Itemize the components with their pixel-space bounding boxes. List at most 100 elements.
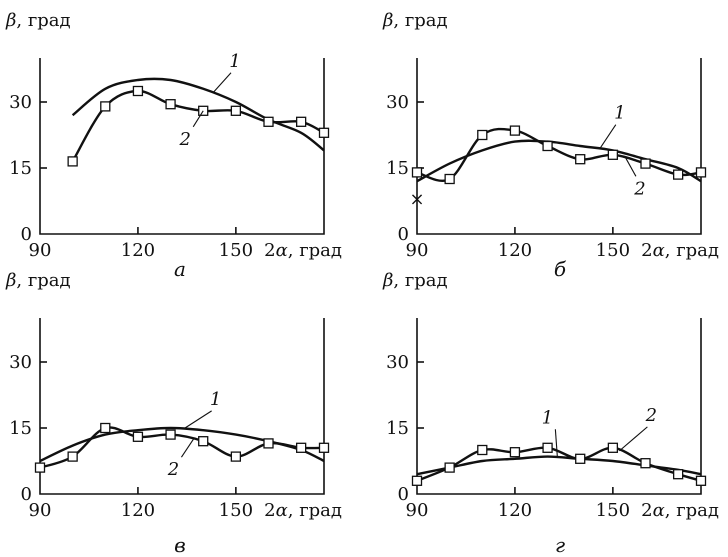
x-tick-label: 150 <box>219 240 253 261</box>
x-tick-label: 90 <box>29 500 52 521</box>
series-2-label: 2 <box>178 129 190 150</box>
series-2-label: 2 <box>645 405 657 426</box>
data-point-marker <box>165 99 176 110</box>
data-point-marker <box>444 173 455 185</box>
data-point-marker <box>67 451 78 462</box>
x-axis-label: 2α, град <box>264 240 342 261</box>
data-point-marker <box>477 444 488 456</box>
axes-frame <box>39 318 325 495</box>
x-tick-label: 150 <box>219 500 253 521</box>
data-point-marker <box>607 442 619 453</box>
x-tick-label: 90 <box>29 240 52 261</box>
y-axis-label: β, град <box>382 270 448 291</box>
series-2-line <box>416 446 702 482</box>
cross-marker: × <box>409 189 424 210</box>
axes-frame <box>416 318 702 495</box>
data-point-marker <box>542 442 553 453</box>
data-point-marker <box>607 149 619 160</box>
series-2-label: 2 <box>633 178 645 199</box>
series-label-leader <box>599 124 617 149</box>
x-tick-label: 120 <box>498 240 532 261</box>
series-label-leader <box>619 426 648 452</box>
series-label-leader <box>192 110 204 128</box>
data-point-marker <box>100 422 111 434</box>
data-point-marker <box>295 442 307 453</box>
data-point-marker <box>230 451 242 462</box>
data-point-marker <box>477 129 488 141</box>
data-point-marker <box>672 469 684 480</box>
y-tick-label: 0 <box>21 484 32 505</box>
data-point-marker <box>640 458 651 469</box>
y-tick-label: 30 <box>9 352 32 373</box>
panel-label: в <box>174 533 186 557</box>
data-point-marker <box>67 156 78 167</box>
data-point-marker <box>132 85 144 97</box>
data-point-marker <box>575 453 586 464</box>
series-label-leader <box>625 158 637 177</box>
series-1-line <box>416 139 702 183</box>
chart-panel-3: β, град 0 15 30 90 120 150 2α, град в 1 2 <box>5 270 342 557</box>
data-point-marker <box>411 167 423 178</box>
data-point-marker <box>198 436 209 447</box>
data-point-marker <box>509 447 521 458</box>
x-tick-label: 150 <box>596 500 630 521</box>
data-point-marker <box>318 442 330 453</box>
x-tick-label: 120 <box>121 240 155 261</box>
data-point-marker <box>295 116 307 127</box>
series-1-label: 1 <box>542 407 553 428</box>
x-tick-label: 90 <box>406 500 429 521</box>
y-tick-label: 15 <box>9 158 32 179</box>
panel-label: б <box>554 257 567 281</box>
series-2-label: 2 <box>167 459 179 480</box>
y-tick-label: 15 <box>9 418 32 439</box>
series-1-line <box>416 455 702 476</box>
data-point-marker <box>263 116 274 127</box>
series-1-label: 1 <box>210 389 221 410</box>
data-point-marker <box>165 429 176 440</box>
series-label-leader <box>212 72 232 94</box>
series-1-label: 1 <box>229 51 240 72</box>
data-point-marker <box>411 475 423 486</box>
panel-label: а <box>174 257 186 281</box>
axes-frame <box>39 58 325 235</box>
data-point-marker <box>132 431 144 442</box>
data-point-marker <box>575 154 586 165</box>
data-point-marker <box>542 140 553 152</box>
chart-panel-4: β, град 0 15 30 90 120 150 2α, град г 1 2 <box>382 270 719 557</box>
panel-label: г <box>555 533 565 557</box>
y-tick-label: 30 <box>386 352 409 373</box>
x-tick-label: 150 <box>596 240 630 261</box>
data-point-marker <box>100 101 111 112</box>
data-point-marker <box>263 438 274 449</box>
series-1-line <box>71 77 325 152</box>
data-point-marker <box>672 169 684 180</box>
data-point-marker <box>640 158 651 169</box>
series-2-line <box>39 426 325 469</box>
y-axis-label: β, град <box>5 270 71 291</box>
x-tick-label: 120 <box>121 500 155 521</box>
series-2-line <box>416 127 702 182</box>
data-point-marker <box>444 462 455 473</box>
y-tick-label: 15 <box>386 158 409 179</box>
series-1-label: 1 <box>614 103 625 124</box>
y-tick-label: 30 <box>386 92 409 113</box>
y-tick-label: 0 <box>21 224 32 245</box>
y-tick-label: 0 <box>398 224 409 245</box>
series-label-leader <box>183 410 212 430</box>
y-tick-label: 15 <box>386 418 409 439</box>
y-axis-label: β, град <box>382 10 448 31</box>
series-label-leader <box>554 429 558 458</box>
x-axis-label: 2α, град <box>641 500 719 521</box>
data-point-marker <box>695 167 707 178</box>
x-tick-label: 90 <box>406 240 429 261</box>
y-axis-label: β, град <box>5 10 71 31</box>
x-axis-label: 2α, град <box>264 500 342 521</box>
data-point-marker <box>230 105 242 116</box>
data-point-marker <box>318 127 330 138</box>
chart-panel-1: β, град 0 15 30 90 120 150 2α, град а 1 2 <box>5 10 342 281</box>
x-axis-label: 2α, град <box>641 240 719 261</box>
axes-frame <box>416 58 702 235</box>
data-point-marker <box>509 125 521 136</box>
y-tick-label: 0 <box>398 484 409 505</box>
series-label-leader <box>180 438 194 458</box>
